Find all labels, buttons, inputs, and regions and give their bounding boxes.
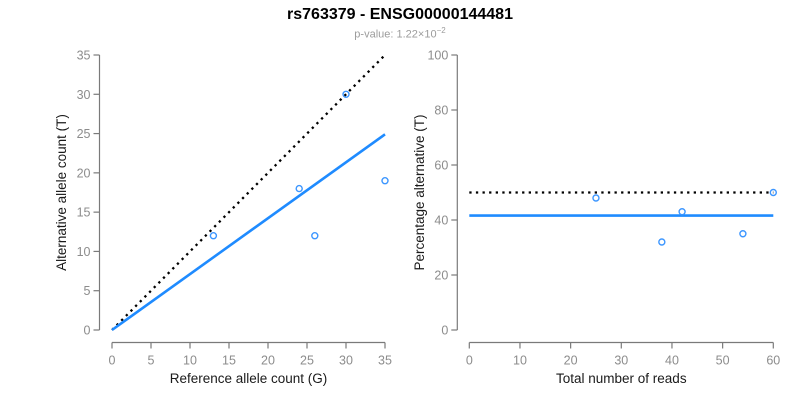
figure-subtitle: p-value: 1.22×10−2	[0, 25, 800, 41]
data-point	[311, 232, 319, 240]
fit-line	[111, 133, 386, 332]
p-value-exponent: −2	[436, 25, 446, 35]
y-tick-label: 10	[77, 245, 91, 259]
x-tick-label: 25	[300, 354, 314, 368]
y-tick-label: 20	[434, 269, 448, 283]
x-tick-label: 10	[183, 354, 197, 368]
figure-header: rs763379 - ENSG00000144481 p-value: 1.22…	[0, 6, 800, 40]
x-tick-label: 20	[564, 354, 578, 368]
x-tick-label: 60	[766, 354, 780, 368]
x-tick-label: 10	[513, 354, 527, 368]
y-tick-label: 5	[84, 284, 91, 298]
x-tick-label: 20	[261, 354, 275, 368]
y-tick-label: 30	[77, 88, 91, 102]
y-axis-title: Percentage alternative (T)	[412, 114, 427, 270]
y-tick-label: 100	[427, 49, 448, 63]
data-point	[769, 188, 777, 197]
y-tick-label: 80	[434, 104, 448, 118]
data-point	[381, 177, 389, 185]
data-point	[678, 208, 686, 216]
x-axis-title: Reference allele count (G)	[170, 371, 328, 386]
data-point	[658, 238, 666, 246]
p-value-text: p-value: 1.22×10	[354, 28, 437, 41]
x-tick-label: 30	[339, 354, 353, 368]
y-tick-label: 25	[77, 127, 91, 141]
y-tick-label: 15	[77, 206, 91, 220]
figure-title: rs763379 - ENSG00000144481	[287, 6, 513, 23]
data-point	[342, 90, 350, 98]
data-point	[592, 194, 600, 202]
y-tick-label: 20	[77, 166, 91, 180]
y-axis-title: Alternative allele count (T)	[54, 114, 69, 271]
y-tick-label: 0	[84, 324, 91, 338]
data-point	[739, 230, 747, 238]
data-point	[209, 232, 218, 240]
y-tick-label: 40	[434, 214, 448, 228]
x-axis-title: Total number of reads	[556, 371, 687, 386]
x-tick-label: 0	[109, 354, 116, 368]
y-tick-label: 0	[441, 324, 448, 338]
x-tick-label: 5	[148, 354, 155, 368]
x-tick-label: 15	[222, 354, 236, 368]
x-tick-label: 0	[466, 354, 473, 368]
x-tick-label: 30	[614, 354, 628, 368]
y-tick-label: 35	[77, 49, 91, 63]
x-tick-label: 40	[665, 354, 679, 368]
x-tick-label: 50	[716, 354, 730, 368]
data-point	[295, 184, 303, 193]
y-tick-label: 60	[434, 159, 448, 173]
x-tick-label: 35	[378, 354, 392, 368]
